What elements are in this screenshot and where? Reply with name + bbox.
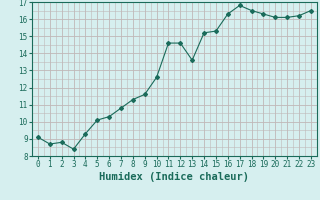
X-axis label: Humidex (Indice chaleur): Humidex (Indice chaleur) [100,172,249,182]
